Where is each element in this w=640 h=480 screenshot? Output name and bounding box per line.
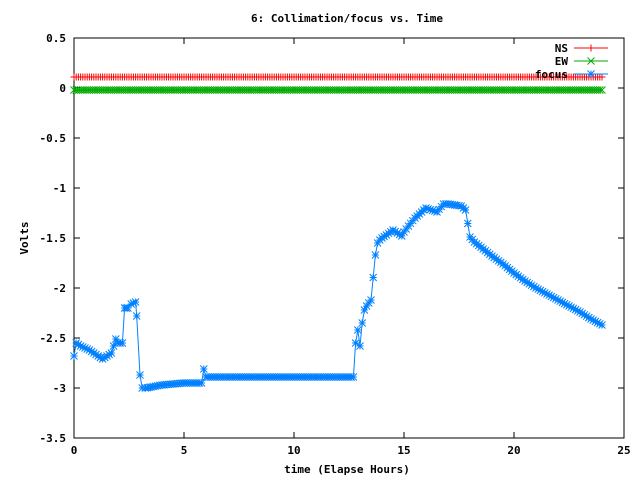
x-axis-ticks: 0 5 10 15 20 25 — [71, 38, 631, 457]
legend-label: focus — [535, 68, 568, 81]
data-point — [402, 225, 411, 233]
data-point — [598, 86, 606, 94]
data-point — [109, 342, 118, 350]
data-point — [199, 365, 208, 373]
y-axis-ticks: -3.5 -3 -2.5 -2 -1.5 -1 -0.5 0 0.5 — [40, 32, 624, 445]
data-point — [587, 44, 595, 52]
data-point — [70, 352, 78, 360]
data-point — [358, 319, 367, 327]
data-point — [351, 339, 360, 347]
data-point — [353, 326, 362, 334]
series-focus — [70, 200, 606, 392]
y-tick-label: -1.5 — [40, 232, 67, 245]
data-point — [587, 57, 595, 65]
y-axis-label: Volts — [18, 221, 31, 254]
legend-label: EW — [555, 55, 569, 68]
data-point — [373, 239, 382, 247]
data-point — [356, 342, 364, 350]
x-tick-label: 10 — [287, 444, 300, 457]
data-point — [598, 321, 606, 329]
y-tick-label: 0.5 — [46, 32, 66, 45]
data-point — [371, 251, 380, 259]
data-point — [349, 373, 358, 381]
data-point — [136, 371, 144, 379]
data-point — [595, 86, 604, 94]
data-point — [461, 206, 470, 214]
data-point — [463, 219, 472, 228]
data-point — [132, 312, 141, 320]
series-ew — [70, 86, 606, 94]
data-point — [598, 73, 606, 81]
legend-label: NS — [555, 42, 568, 55]
data-point — [131, 298, 140, 306]
data-point — [367, 296, 375, 304]
y-tick-label: -3.5 — [40, 432, 67, 445]
y-tick-label: -3 — [53, 382, 66, 395]
x-tick-label: 20 — [507, 444, 520, 457]
y-tick-label: -0.5 — [40, 132, 67, 145]
y-tick-label: -2.5 — [40, 332, 67, 345]
data-point — [369, 273, 378, 282]
data-point — [107, 349, 116, 357]
data-point — [118, 339, 127, 347]
series-ns — [70, 73, 606, 81]
chart-title: 6: Collimation/focus vs. Time — [251, 12, 443, 25]
data-point — [197, 379, 206, 387]
x-axis-label: time (Elapse Hours) — [284, 463, 410, 476]
data-point — [560, 299, 569, 308]
data-point — [567, 303, 576, 312]
x-tick-label: 15 — [397, 444, 410, 457]
y-tick-label: -2 — [53, 282, 66, 295]
x-tick-label: 5 — [181, 444, 188, 457]
y-tick-label: 0 — [59, 82, 66, 95]
series-group — [70, 73, 606, 392]
x-tick-label: 0 — [71, 444, 78, 457]
x-tick-label: 25 — [617, 444, 630, 457]
y-tick-label: -1 — [53, 182, 67, 195]
data-point — [587, 70, 595, 78]
